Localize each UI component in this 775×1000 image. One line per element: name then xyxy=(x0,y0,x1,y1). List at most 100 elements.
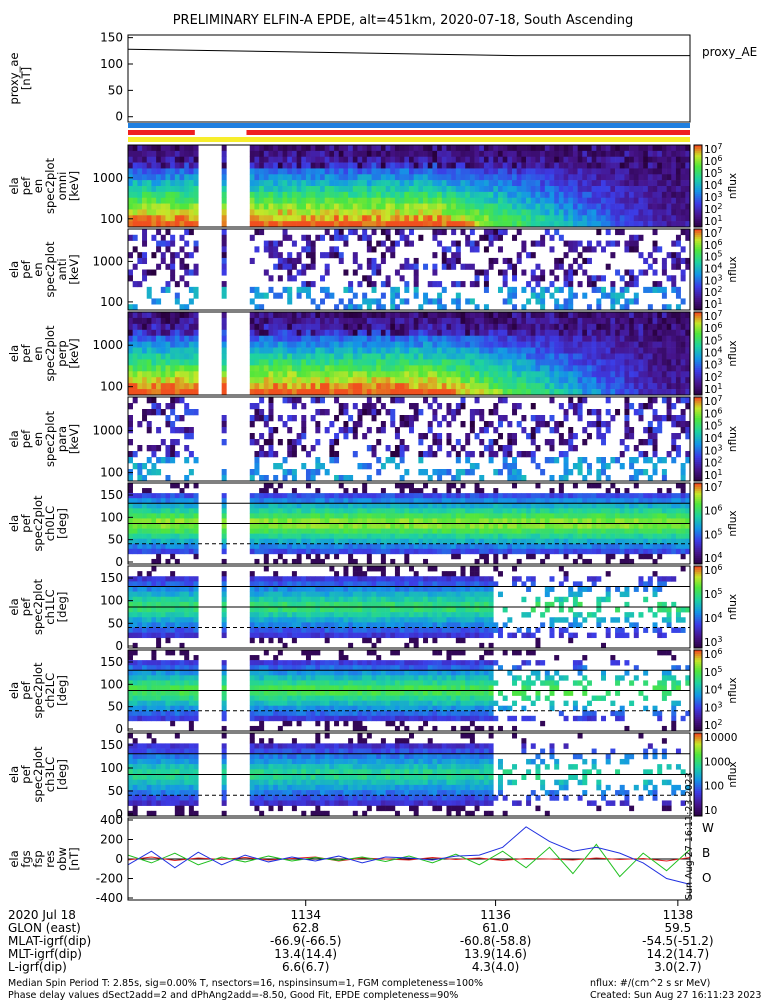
heatmap-cell xyxy=(629,186,635,193)
heatmap-cell xyxy=(497,312,503,319)
heatmap-cell xyxy=(142,150,148,158)
heatmap-cell xyxy=(465,263,471,270)
heatmap-cell xyxy=(320,353,325,360)
heatmap-cell xyxy=(287,197,293,204)
heatmap-cell xyxy=(348,229,354,236)
heatmap-cell xyxy=(151,445,157,452)
heatmap-cell xyxy=(572,150,578,158)
heatmap-cell xyxy=(221,475,227,482)
heatmap-cell xyxy=(526,317,532,325)
heatmap-cell xyxy=(273,389,279,396)
heatmap-cell xyxy=(601,359,606,366)
heatmap-cell xyxy=(409,191,414,199)
heatmap-cell xyxy=(352,383,358,390)
heatmap-cell xyxy=(291,323,297,331)
heatmap-cell xyxy=(633,335,639,342)
heatmap-cell xyxy=(338,475,344,482)
heatmap-cell xyxy=(446,353,452,360)
heatmap-cell xyxy=(563,341,569,348)
heatmap-cell xyxy=(418,180,424,187)
heatmap-cell xyxy=(221,229,227,236)
heatmap-cell xyxy=(652,186,658,193)
colorbar-segment xyxy=(694,384,702,388)
heatmap-cell xyxy=(376,162,382,169)
heatmap-cell xyxy=(170,145,176,152)
heatmap-cell xyxy=(465,439,471,446)
heatmap-cell xyxy=(568,145,574,152)
heatmap-cell xyxy=(577,180,583,187)
heatmap-cell xyxy=(366,234,372,241)
heatmap-cell xyxy=(502,389,508,396)
colorbar-segment xyxy=(694,273,702,277)
heatmap-cell xyxy=(451,341,457,348)
heatmap-cell xyxy=(465,191,471,199)
heatmap-cell xyxy=(132,329,138,337)
heatmap-cell xyxy=(315,493,321,499)
heatmap-cell xyxy=(563,415,569,422)
heatmap-cell xyxy=(521,353,527,360)
heatmap-cell xyxy=(446,221,452,228)
heatmap-cell xyxy=(156,457,162,464)
heatmap-cell xyxy=(193,377,199,384)
heatmap-cell xyxy=(671,275,677,282)
heatmap-cell xyxy=(160,498,166,504)
heatmap-cell xyxy=(544,197,550,204)
heatmap-cell xyxy=(493,383,499,390)
heatmap-cell xyxy=(273,523,279,529)
heatmap-cell xyxy=(666,451,672,458)
heatmap-cell xyxy=(661,191,667,199)
heatmap-cell xyxy=(259,335,265,342)
heatmap-cell xyxy=(282,186,288,193)
heatmap-cell xyxy=(362,463,368,470)
heatmap-cell xyxy=(633,156,639,163)
heatmap-cell xyxy=(409,240,414,247)
heatmap-cell xyxy=(521,240,527,247)
colorbar-segment xyxy=(694,324,702,328)
heatmap-cell xyxy=(156,548,162,555)
heatmap-cell xyxy=(540,168,546,175)
heatmap-cell xyxy=(451,383,457,390)
heatmap-cell xyxy=(305,209,311,216)
heatmap-cell xyxy=(582,168,588,175)
heatmap-cell xyxy=(385,445,391,452)
heatmap-cell xyxy=(385,371,391,378)
heatmap-cell xyxy=(577,347,583,354)
heatmap-cell xyxy=(657,389,663,396)
heatmap-cell xyxy=(685,209,691,216)
heatmap-cell xyxy=(193,263,199,270)
heatmap-cell xyxy=(334,215,340,222)
heatmap-cell xyxy=(390,457,396,464)
heatmap-cell xyxy=(671,377,677,384)
heatmap-cell xyxy=(601,329,606,337)
heatmap-cell xyxy=(282,150,288,158)
heatmap-cell xyxy=(376,469,382,476)
heatmap-cell xyxy=(624,371,630,378)
heatmap-cell xyxy=(193,493,199,499)
heatmap-cell xyxy=(357,353,363,360)
heatmap-cell xyxy=(601,457,606,464)
heatmap-cell xyxy=(680,335,686,342)
heatmap-cell xyxy=(399,150,405,158)
heatmap-cell xyxy=(179,312,185,319)
heatmap-cell xyxy=(376,221,382,228)
heatmap-cell xyxy=(483,371,489,378)
heatmap-cell xyxy=(254,365,260,372)
heatmap-cell xyxy=(427,180,433,187)
heatmap-cell xyxy=(643,145,649,152)
heatmap-cell xyxy=(540,389,546,396)
heatmap-cell xyxy=(273,156,279,163)
heatmap-cell xyxy=(160,518,166,524)
heatmap-cell xyxy=(301,415,307,422)
heatmap-cell xyxy=(605,312,611,319)
heatmap-cell xyxy=(507,377,513,384)
heatmap-cell xyxy=(179,162,185,169)
heatmap-cell xyxy=(675,347,681,354)
heatmap-cell xyxy=(376,383,382,390)
heatmap-cell xyxy=(301,353,307,360)
heatmap-cell xyxy=(502,156,508,163)
heatmap-cell xyxy=(586,317,592,325)
heatmap-cell xyxy=(502,341,508,348)
heatmap-cell xyxy=(469,451,475,458)
heatmap-cell xyxy=(193,180,199,187)
